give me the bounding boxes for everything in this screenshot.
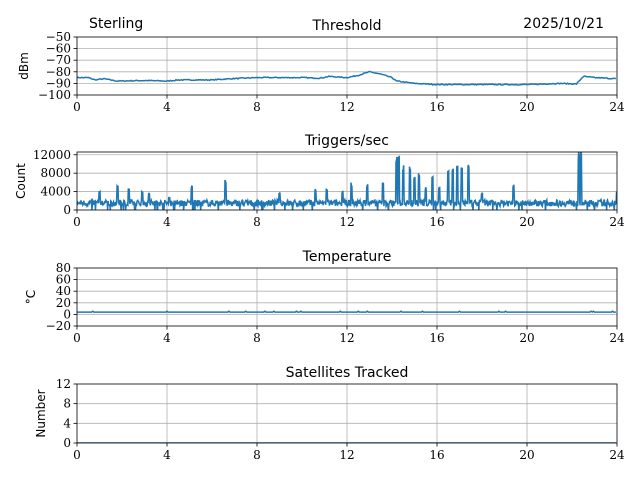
y-tick-label: −50 [46, 30, 71, 44]
y-axis-label: °C [24, 290, 38, 304]
x-tick-label: 4 [163, 331, 171, 345]
x-tick-label: 24 [609, 331, 625, 345]
y-axis-label: Count [14, 163, 28, 199]
series-line [77, 310, 616, 314]
y-tick-label: −60 [46, 42, 71, 56]
x-tick-label: 12 [339, 331, 354, 345]
axes-frame [76, 151, 618, 211]
x-tick-label: 0 [73, 215, 81, 229]
y-axis-label: dBm [17, 52, 31, 80]
y-tick-label: 60 [56, 273, 71, 287]
x-tick-label: 16 [429, 100, 444, 114]
y-tick-label: 40 [56, 284, 71, 298]
x-tick-label: 8 [253, 331, 261, 345]
y-tick-label: 20 [56, 296, 71, 310]
y-tick-label: 12 [56, 377, 71, 391]
y-tick-label: 80 [56, 261, 71, 275]
x-tick-label: 0 [73, 331, 81, 345]
y-tick-label: −20 [46, 319, 71, 333]
subplot-3: 0 4 8 12 16 20 24 12 8 4 0 Satellites Tracked Number [34, 365, 625, 462]
y-tick-label: 0 [63, 307, 71, 321]
x-tick-label: 0 [73, 448, 81, 462]
x-tick-label: 24 [609, 100, 625, 114]
y-tick-label: 8000 [40, 166, 71, 180]
x-tick-label: 12 [339, 448, 354, 462]
x-tick-label: 24 [609, 215, 625, 229]
y-tick-label: −90 [46, 76, 71, 90]
x-tick-label: 4 [163, 100, 171, 114]
y-axis-label: Number [34, 389, 48, 437]
x-tick-label: 12 [339, 215, 354, 229]
x-tick-label: 16 [429, 215, 444, 229]
x-tick-label: 20 [519, 448, 534, 462]
x-tick-label: 16 [429, 331, 444, 345]
y-tick-label: 0 [63, 436, 71, 450]
subplot-title: Temperature [302, 249, 392, 265]
y-tick-label: −100 [38, 88, 71, 102]
axes-frame [76, 267, 618, 327]
y-tick-label: 8 [63, 397, 71, 411]
x-tick-label: 20 [519, 331, 534, 345]
y-tick-label: −80 [46, 65, 71, 79]
subplot-title: Triggers/sec [304, 133, 389, 149]
subplot-title: Threshold [312, 18, 382, 34]
x-tick-label: 0 [73, 100, 81, 114]
x-tick-label: 8 [253, 448, 261, 462]
x-tick-label: 4 [163, 215, 171, 229]
x-tick-label: 20 [519, 215, 534, 229]
x-tick-label: 4 [163, 448, 171, 462]
x-tick-label: 8 [253, 215, 261, 229]
axes-frame [76, 36, 618, 96]
y-tick-label: 4000 [40, 185, 71, 199]
subplot-1: 0 4 8 12 16 20 24 0 4000 8000 12000 Triggers/sec Cou… [14, 133, 625, 229]
x-tick-label: 20 [519, 100, 534, 114]
axes-frame [76, 383, 618, 444]
series-line [77, 152, 617, 210]
x-tick-label: 8 [253, 100, 261, 114]
y-tick-label: −70 [46, 53, 71, 67]
subplot-title: Satellites Tracked [286, 365, 409, 381]
x-tick-label: 12 [339, 100, 354, 114]
y-tick-label: 0 [63, 203, 71, 217]
series-line [77, 70, 616, 86]
y-tick-label: 4 [63, 416, 71, 430]
site-label: Sterling [89, 16, 143, 32]
x-tick-label: 16 [429, 448, 444, 462]
date-label: 2025/10/21 [523, 16, 604, 32]
y-tick-label: 12000 [33, 148, 71, 162]
x-tick-label: 24 [609, 448, 625, 462]
subplot-0: 0 4 8 12 16 20 24 −50−60−70−80−90−100 Threshold d… [17, 18, 625, 114]
